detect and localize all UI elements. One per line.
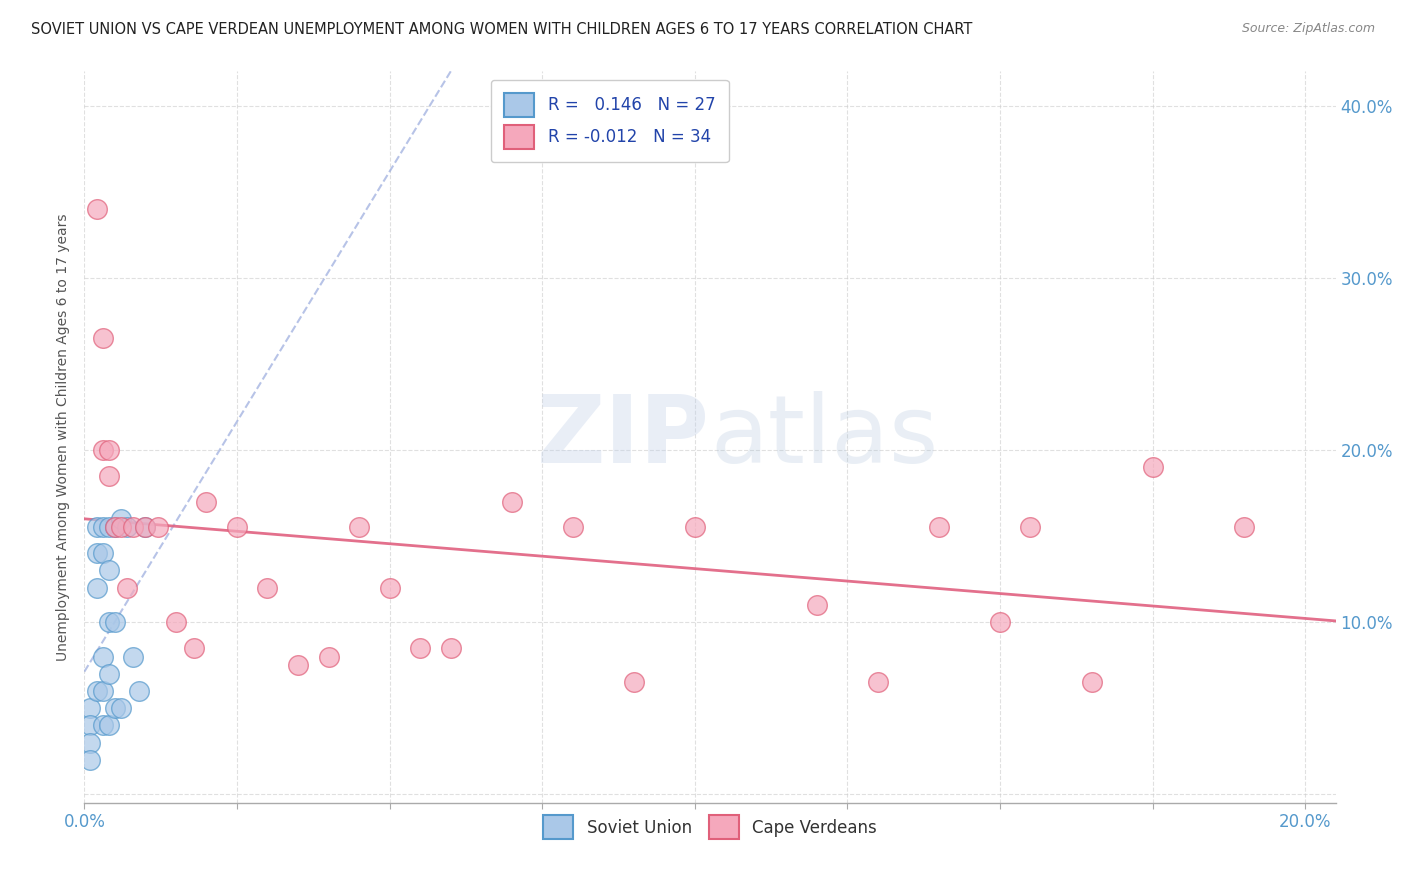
Point [623,675,645,690]
Text: SOVIET UNION VS CAPE VERDEAN UNEMPLOYMENT AMONG WOMEN WITH CHILDREN AGES 6 TO 17: SOVIET UNION VS CAPE VERDEAN UNEMPLOYMEN… [31,22,973,37]
Point [91,649,114,664]
Y-axis label: Unemployment Among Women with Children Ages 6 to 17 years: Unemployment Among Women with Children A… [56,213,70,661]
Point [115,520,138,534]
Point [104,701,127,715]
Point [347,520,370,534]
Point [1233,520,1256,534]
Point [86,546,108,560]
Point [134,520,156,534]
Point [91,442,114,457]
Point [256,581,278,595]
Point [97,468,120,483]
Point [866,675,889,690]
Point [86,202,108,216]
Text: ZIP: ZIP [537,391,710,483]
Point [91,520,114,534]
Point [287,658,309,673]
Point [806,598,828,612]
Point [988,615,1011,629]
Point [110,701,132,715]
Point [409,640,432,655]
Text: atlas: atlas [710,391,938,483]
Point [97,718,120,732]
Point [97,564,120,578]
Point [79,701,101,715]
Point [146,520,169,534]
Point [115,581,138,595]
Point [226,520,249,534]
Point [1080,675,1102,690]
Point [439,640,461,655]
Point [128,684,150,698]
Point [928,520,950,534]
Point [501,494,523,508]
Point [104,615,127,629]
Text: Source: ZipAtlas.com: Source: ZipAtlas.com [1241,22,1375,36]
Point [110,512,132,526]
Point [97,666,120,681]
Point [104,520,127,534]
Point [134,520,156,534]
Point [91,684,114,698]
Point [1019,520,1042,534]
Point [378,581,401,595]
Point [86,581,108,595]
Point [561,520,583,534]
Point [122,520,145,534]
Point [195,494,218,508]
Point [1142,460,1164,475]
Point [97,615,120,629]
Point [79,718,101,732]
Point [91,546,114,560]
Point [79,735,101,749]
Point [165,615,187,629]
Point [318,649,340,664]
Point [79,753,101,767]
Point [104,520,127,534]
Point [97,442,120,457]
Point [91,718,114,732]
Point [183,640,205,655]
Point [86,520,108,534]
Point [683,520,706,534]
Point [97,520,120,534]
Legend: Soviet Union, Cape Verdeans: Soviet Union, Cape Verdeans [537,809,883,846]
Point [91,331,114,345]
Point [110,520,132,534]
Point [122,649,145,664]
Point [86,684,108,698]
